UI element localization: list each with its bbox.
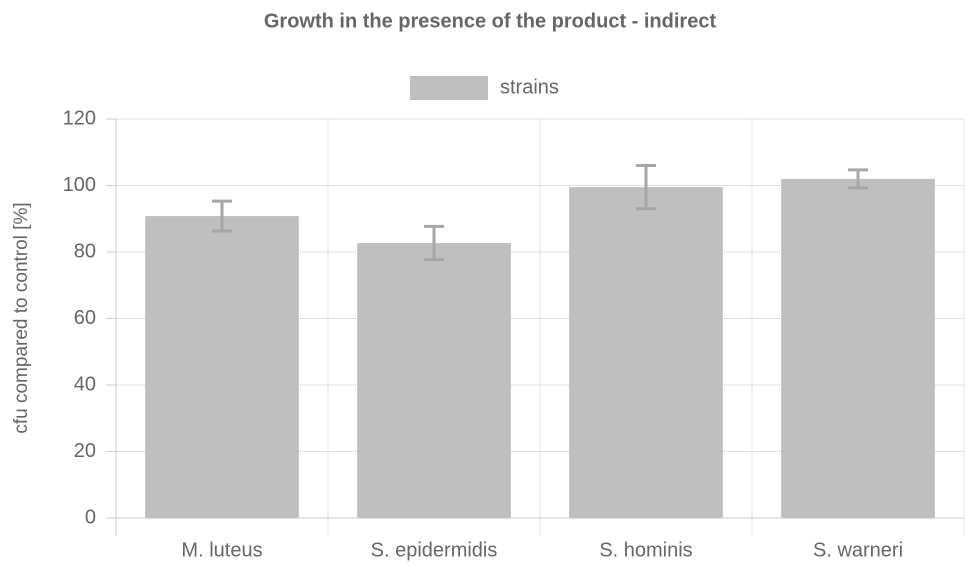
bar [145, 216, 299, 518]
x-tick-label: S. warneri [813, 539, 903, 561]
y-tick-label: 80 [74, 240, 96, 262]
legend-label: strains [500, 76, 559, 98]
x-tick-label: S. hominis [599, 539, 692, 561]
chart-title: Growth in the presence of the product - … [264, 10, 717, 32]
y-tick-label: 60 [74, 307, 96, 329]
y-axis-label: cfu compared to control [%] [11, 202, 32, 433]
bar [569, 187, 723, 518]
error-bar [636, 164, 656, 211]
y-tick-label: 40 [74, 373, 96, 395]
y-tick-label: 20 [74, 440, 96, 462]
x-tick-label: M. luteus [181, 539, 262, 561]
bar [781, 178, 935, 518]
y-tick-label: 100 [63, 174, 96, 196]
y-tick-label: 120 [63, 107, 96, 129]
y-tick-label: 0 [85, 506, 96, 528]
legend-swatch [410, 76, 488, 100]
error-bar [212, 199, 232, 233]
error-bar [424, 224, 444, 262]
error-bar [848, 168, 868, 190]
bar [357, 243, 511, 518]
x-tick-label: S. epidermidis [371, 539, 498, 561]
